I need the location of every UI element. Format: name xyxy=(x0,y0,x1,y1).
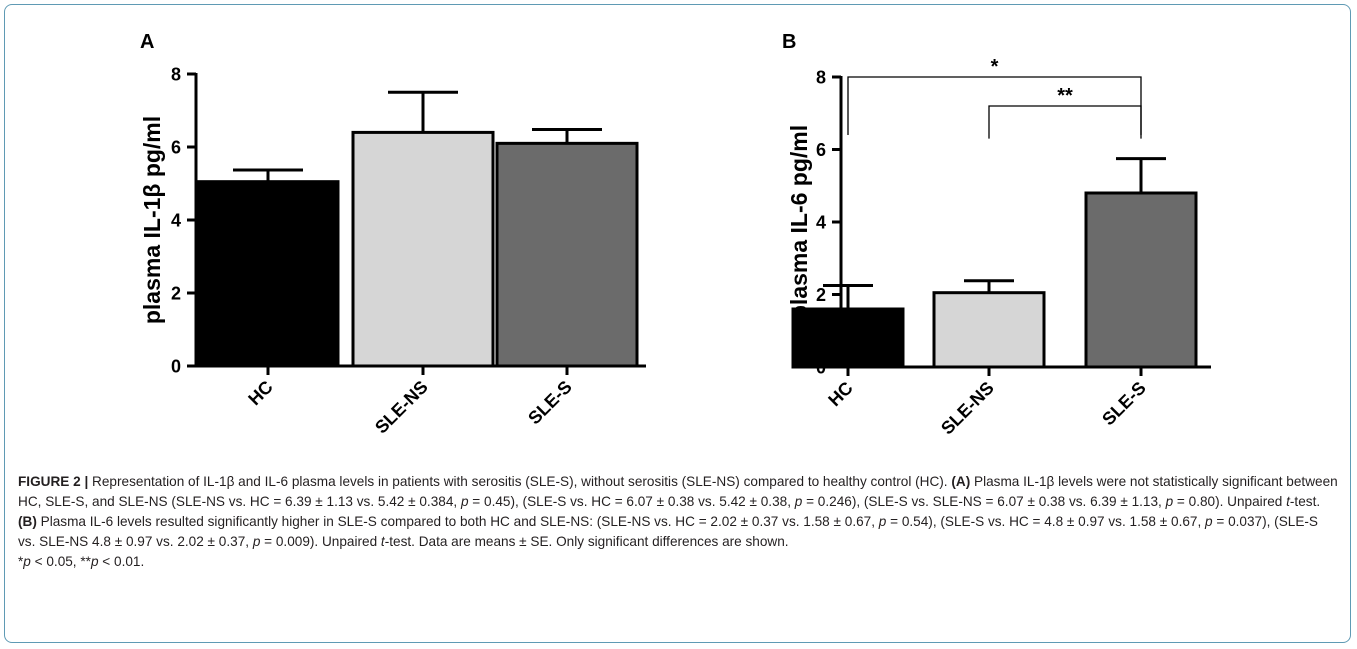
caption-test2: -test. Data are means ± SE. Only signifi… xyxy=(384,534,789,549)
caption-t: t xyxy=(380,534,385,549)
caption-t: t xyxy=(1286,494,1290,509)
panel-a-bar-sle-s xyxy=(495,141,639,368)
panel-a-chart: A plasma IL-1β pg/ml 0 2 4 6 8 HC SLE-NS SLE-S xyxy=(139,31,646,438)
caption-sig2-rest: < 0.01. xyxy=(98,554,145,569)
caption-b-p2: = 0.037), (SLE-S vs. SLE-NS 4.8 ± 0.97 v… xyxy=(18,514,1318,549)
figure-number: FIGURE 2 | xyxy=(18,474,89,489)
panel-b-y-tick-label: 2 xyxy=(816,285,826,305)
caption-a-p1: = 0.45), (SLE-S vs. HC = 6.07 ± 0.38 vs.… xyxy=(468,494,795,509)
caption-a-text: Plasma IL-1β levels were not statistical… xyxy=(18,474,1338,509)
caption-p: p xyxy=(460,494,469,509)
caption-p: p xyxy=(794,494,803,509)
panel-a-y-tick-label: 4 xyxy=(171,211,181,231)
caption-p: p xyxy=(878,514,887,529)
caption-b-marker: (B) xyxy=(18,514,37,529)
panel-a-y-axis-title: plasma IL-1β pg/ml xyxy=(139,116,165,324)
panel-b-category-label: SLE-NS xyxy=(937,378,998,439)
panel-a-bar-sle-ns xyxy=(351,130,495,368)
panel-b-bar-sle-ns xyxy=(932,291,1046,369)
panel-b-significance-label: * xyxy=(991,56,999,78)
caption-p: p xyxy=(252,534,261,549)
caption-b-p3: = 0.009). Unpaired xyxy=(260,534,381,549)
caption-p: p xyxy=(23,554,31,569)
panel-b-y-tick-label: 4 xyxy=(816,213,826,233)
panel-b-significance-bracket xyxy=(988,105,1142,139)
caption-p: p xyxy=(1205,514,1213,529)
panel-a-category-label: HC xyxy=(244,377,277,410)
caption-b-p1: = 0.54), (SLE-S vs. HC = 4.8 ± 0.97 vs. … xyxy=(886,514,1206,529)
panel-b-category-label: SLE-S xyxy=(1098,378,1150,430)
caption-a-p2: = 0.246), (SLE-S vs. SLE-NS = 6.07 ± 0.3… xyxy=(802,494,1166,509)
caption-a-p3: = 0.80). Unpaired xyxy=(1173,494,1287,509)
caption-b-text: Plasma IL-6 levels resulted significantl… xyxy=(36,514,879,529)
figure-frame xyxy=(4,4,1351,643)
panel-b-category-label: HC xyxy=(824,378,857,411)
panel-b-y-tick-label: 6 xyxy=(816,140,826,160)
caption-sig1-prefix: * xyxy=(18,554,24,569)
caption-p: p xyxy=(90,554,99,569)
panel-a-category-label: SLE-NS xyxy=(371,377,432,438)
panel-b-bar-hc xyxy=(791,307,905,369)
panel-a-y-tick-label: 8 xyxy=(171,65,181,85)
panel-a-category-label: SLE-S xyxy=(524,377,576,429)
caption-sig1-rest: < 0.05, ** xyxy=(30,554,91,569)
caption-a-marker: (A) xyxy=(951,474,971,489)
figure-caption: FIGURE 2 | Representation of IL-1β and I… xyxy=(18,472,1338,572)
panel-a-y-tick-label: 2 xyxy=(171,284,181,304)
panel-a-y-tick-label: 0 xyxy=(171,357,181,377)
caption-intro: Representation of IL-1β and IL-6 plasma … xyxy=(88,474,952,489)
panel-a-letter: A xyxy=(140,31,154,53)
panel-b-bar-sle-s xyxy=(1084,191,1198,369)
caption-p: p xyxy=(1165,494,1174,509)
panel-b-y-tick-label: 8 xyxy=(816,68,826,88)
panel-b-y-axis-title: plasma IL-6 pg/ml xyxy=(786,125,812,319)
panel-b-letter: B xyxy=(782,31,796,53)
panel-a-bar-hc xyxy=(196,180,340,368)
caption-test1: -test. xyxy=(1289,494,1321,509)
panel-b-significance-label: ** xyxy=(1057,85,1073,107)
panel-a-y-tick-label: 6 xyxy=(171,138,181,158)
